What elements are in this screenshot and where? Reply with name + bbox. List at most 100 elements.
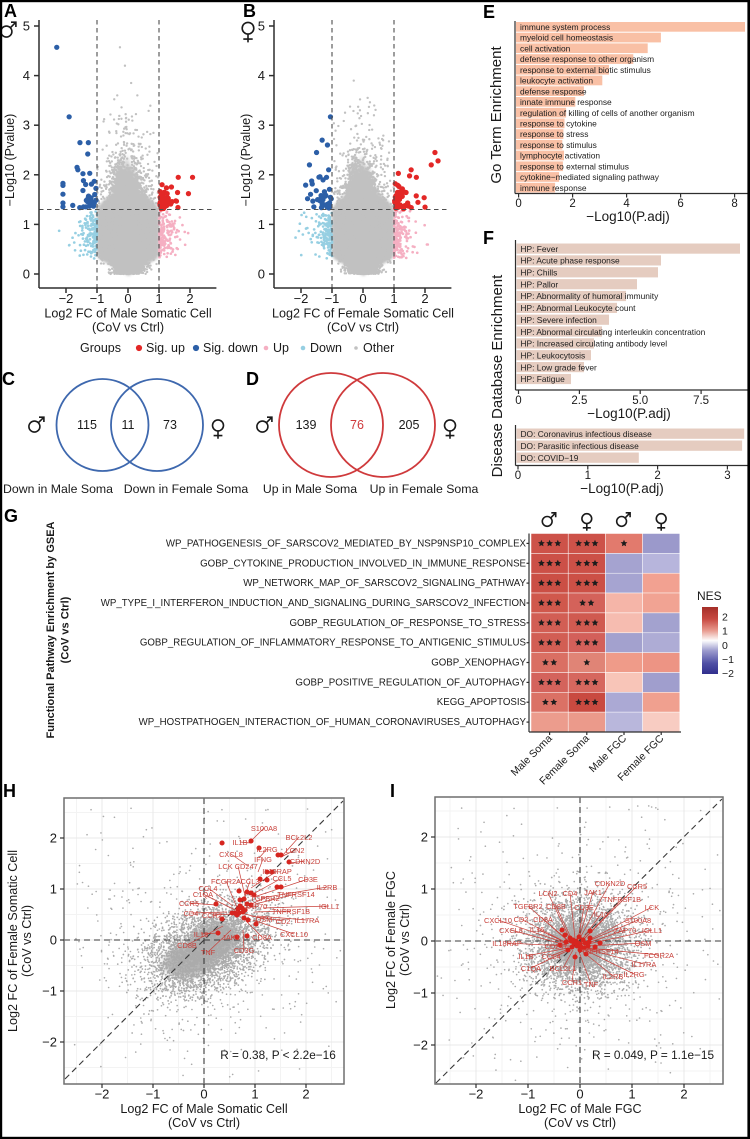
svg-text:WP_TYPE_I_INTERFERON_INDUCTION: WP_TYPE_I_INTERFERON_INDUCTION_AND_SIGNA… [101,598,526,609]
svg-text:IL16: IL16 [530,925,544,934]
svg-text:1: 1 [258,217,265,232]
svg-text:HP: Abnormality of humoral imm: HP: Abnormality of humoral immunity [521,291,660,301]
svg-text:0: 0 [258,267,265,282]
svg-text:3: 3 [724,470,730,482]
svg-text:−Log10 (Pvalue): −Log10 (Pvalue) [239,114,253,207]
svg-text:JAK1: JAK1 [584,888,602,897]
svg-text:CCL4: CCL4 [542,952,561,961]
svg-text:DO: COVID−19: DO: COVID−19 [521,453,579,463]
svg-text:Sig. up: Sig. up [146,341,185,355]
svg-text:1: 1 [155,291,162,306]
svg-text:DO: Parasitic infectious disea: DO: Parasitic infectious disease [521,441,640,451]
svg-text:2: 2 [258,167,265,182]
svg-text:TNF: TNF [584,980,599,989]
svg-text:CCR1: CCR1 [562,978,582,987]
svg-text:HP: Abnormal Leukocyte count: HP: Abnormal Leukocyte count [521,303,637,313]
svg-text:3: 3 [258,118,265,133]
svg-text:TNFRSF14: TNFRSF14 [581,947,618,956]
svg-text:4: 4 [623,198,630,210]
svg-text:IL17RA: IL17RA [632,960,657,969]
svg-text:D: D [246,369,259,389]
svg-text:IL1B: IL1B [232,838,247,847]
svg-text:−Log10 (Pvalue): −Log10 (Pvalue) [3,114,17,207]
svg-text:7.5: 7.5 [693,395,709,407]
svg-text:LCK CD247: LCK CD247 [218,862,257,871]
svg-text:Go Term Enrichment: Go Term Enrichment [488,46,505,184]
svg-text:GOBP_XENOPHAGY: GOBP_XENOPHAGY [431,658,526,669]
svg-text:response to stimulus: response to stimulus [520,140,597,150]
svg-text:2: 2 [569,198,575,210]
svg-text:I: I [390,781,395,801]
svg-text:response to cytokine: response to cytokine [520,119,597,129]
svg-text:139: 139 [296,418,317,432]
svg-text:WP_PATHOGENESIS_OF_SARSCOV2_ME: WP_PATHOGENESIS_OF_SARSCOV2_MEDIATED_BY_… [166,538,527,549]
svg-text:CCR2: CCR2 [202,911,222,920]
svg-text:IL18: IL18 [194,930,208,939]
svg-text:Up in Female Soma: Up in Female Soma [370,482,479,496]
svg-text:HP: Pallor: HP: Pallor [521,279,559,289]
svg-text:0: 0 [50,933,57,948]
svg-text:2: 2 [23,167,30,182]
svg-text:Disease Database Enrichment: Disease Database Enrichment [489,274,506,477]
svg-text:FCGR2A: FCGR2A [211,877,241,886]
svg-text:A: A [4,1,17,21]
svg-text:8: 8 [731,198,737,210]
svg-text:2: 2 [421,291,428,306]
svg-text:HP: Leukocytosis: HP: Leukocytosis [521,350,586,360]
svg-text:CD3E: CD3E [574,903,594,912]
svg-text:−2: −2 [413,1038,428,1053]
svg-text:HP: Chills: HP: Chills [521,268,558,278]
svg-text:TGFBR2: TGFBR2 [250,894,279,903]
svg-text:76: 76 [350,418,364,432]
svg-text:IGLL1: IGLL1 [642,926,662,935]
svg-text:(CoV vs Ctrl): (CoV vs Ctrl) [20,905,34,977]
svg-text:4: 4 [258,68,265,83]
svg-text:5.0: 5.0 [632,395,648,407]
svg-text:CXCL10: CXCL10 [484,916,512,925]
svg-text:IL2RB: IL2RB [603,972,624,981]
svg-text:CD3G: CD3G [234,946,255,955]
svg-text:CXCL8: CXCL8 [499,926,523,935]
svg-text:CD8B: CD8B [546,902,566,911]
svg-text:TNFRSF14: TNFRSF14 [277,890,314,899]
svg-text:Log2 FC of Female Somatic Cell: Log2 FC of Female Somatic Cell [6,850,20,1032]
svg-text:IL18RAP: IL18RAP [262,867,292,876]
svg-text:Groups: Groups [80,341,121,355]
svg-text:CCL5: CCL5 [273,874,292,883]
svg-text:G: G [4,506,18,526]
svg-text:Log2 FC of Male FGC: Log2 FC of Male FGC [518,1102,641,1116]
svg-text:IL2RB: IL2RB [317,883,338,892]
svg-text:CCR5: CCR5 [627,882,647,891]
svg-text:LCK: LCK [645,903,659,912]
svg-text:−Log10(P.adj): −Log10(P.adj) [587,406,670,421]
svg-text:2: 2 [302,1087,309,1102]
svg-text:Down in Male Soma: Down in Male Soma [3,482,113,496]
svg-text:Other: Other [363,341,394,355]
svg-text:FCGR2A: FCGR2A [644,951,674,960]
svg-text:−2: −2 [59,291,74,306]
svg-text:S100A8: S100A8 [625,916,651,925]
svg-text:response to external biotic st: response to external biotic stimulus [520,65,651,75]
svg-text:CXCL8: CXCL8 [219,850,243,859]
svg-text:HP: Abnormal circulating inter: HP: Abnormal circulating interleukin con… [521,327,706,337]
svg-text:ZAP70: ZAP70 [614,926,637,935]
svg-text:0: 0 [124,291,131,306]
svg-text:CCL3: CCL3 [241,877,260,886]
svg-text:defense response to other orga: defense response to other organism [520,54,654,64]
svg-text:lymphocyte activation: lymphocyte activation [520,151,600,161]
svg-text:Up in Male Soma: Up in Male Soma [263,482,357,496]
svg-text:CD8A: CD8A [533,915,553,924]
svg-text:GOBP_REGULATION_OF_INFLAMMATOR: GOBP_REGULATION_OF_INFLAMMATORY_RESPONSE… [140,638,527,649]
svg-text:6: 6 [677,198,683,210]
svg-text:TGFBR2: TGFBR2 [513,902,542,911]
svg-text:TNF: TNF [201,948,216,957]
svg-text:−Log10(P.adj): −Log10(P.adj) [580,481,663,496]
svg-text:0: 0 [23,267,30,282]
svg-text:IL2RG: IL2RG [623,970,645,979]
svg-text:−2: −2 [294,291,309,306]
svg-text:−1: −1 [413,986,428,1001]
svg-text:0: 0 [576,1087,583,1102]
svg-text:1: 1 [628,1087,635,1102]
svg-text:Log2 FC of Male Somatic Cell: Log2 FC of Male Somatic Cell [44,307,211,321]
svg-text:CCR5: CCR5 [179,899,199,908]
